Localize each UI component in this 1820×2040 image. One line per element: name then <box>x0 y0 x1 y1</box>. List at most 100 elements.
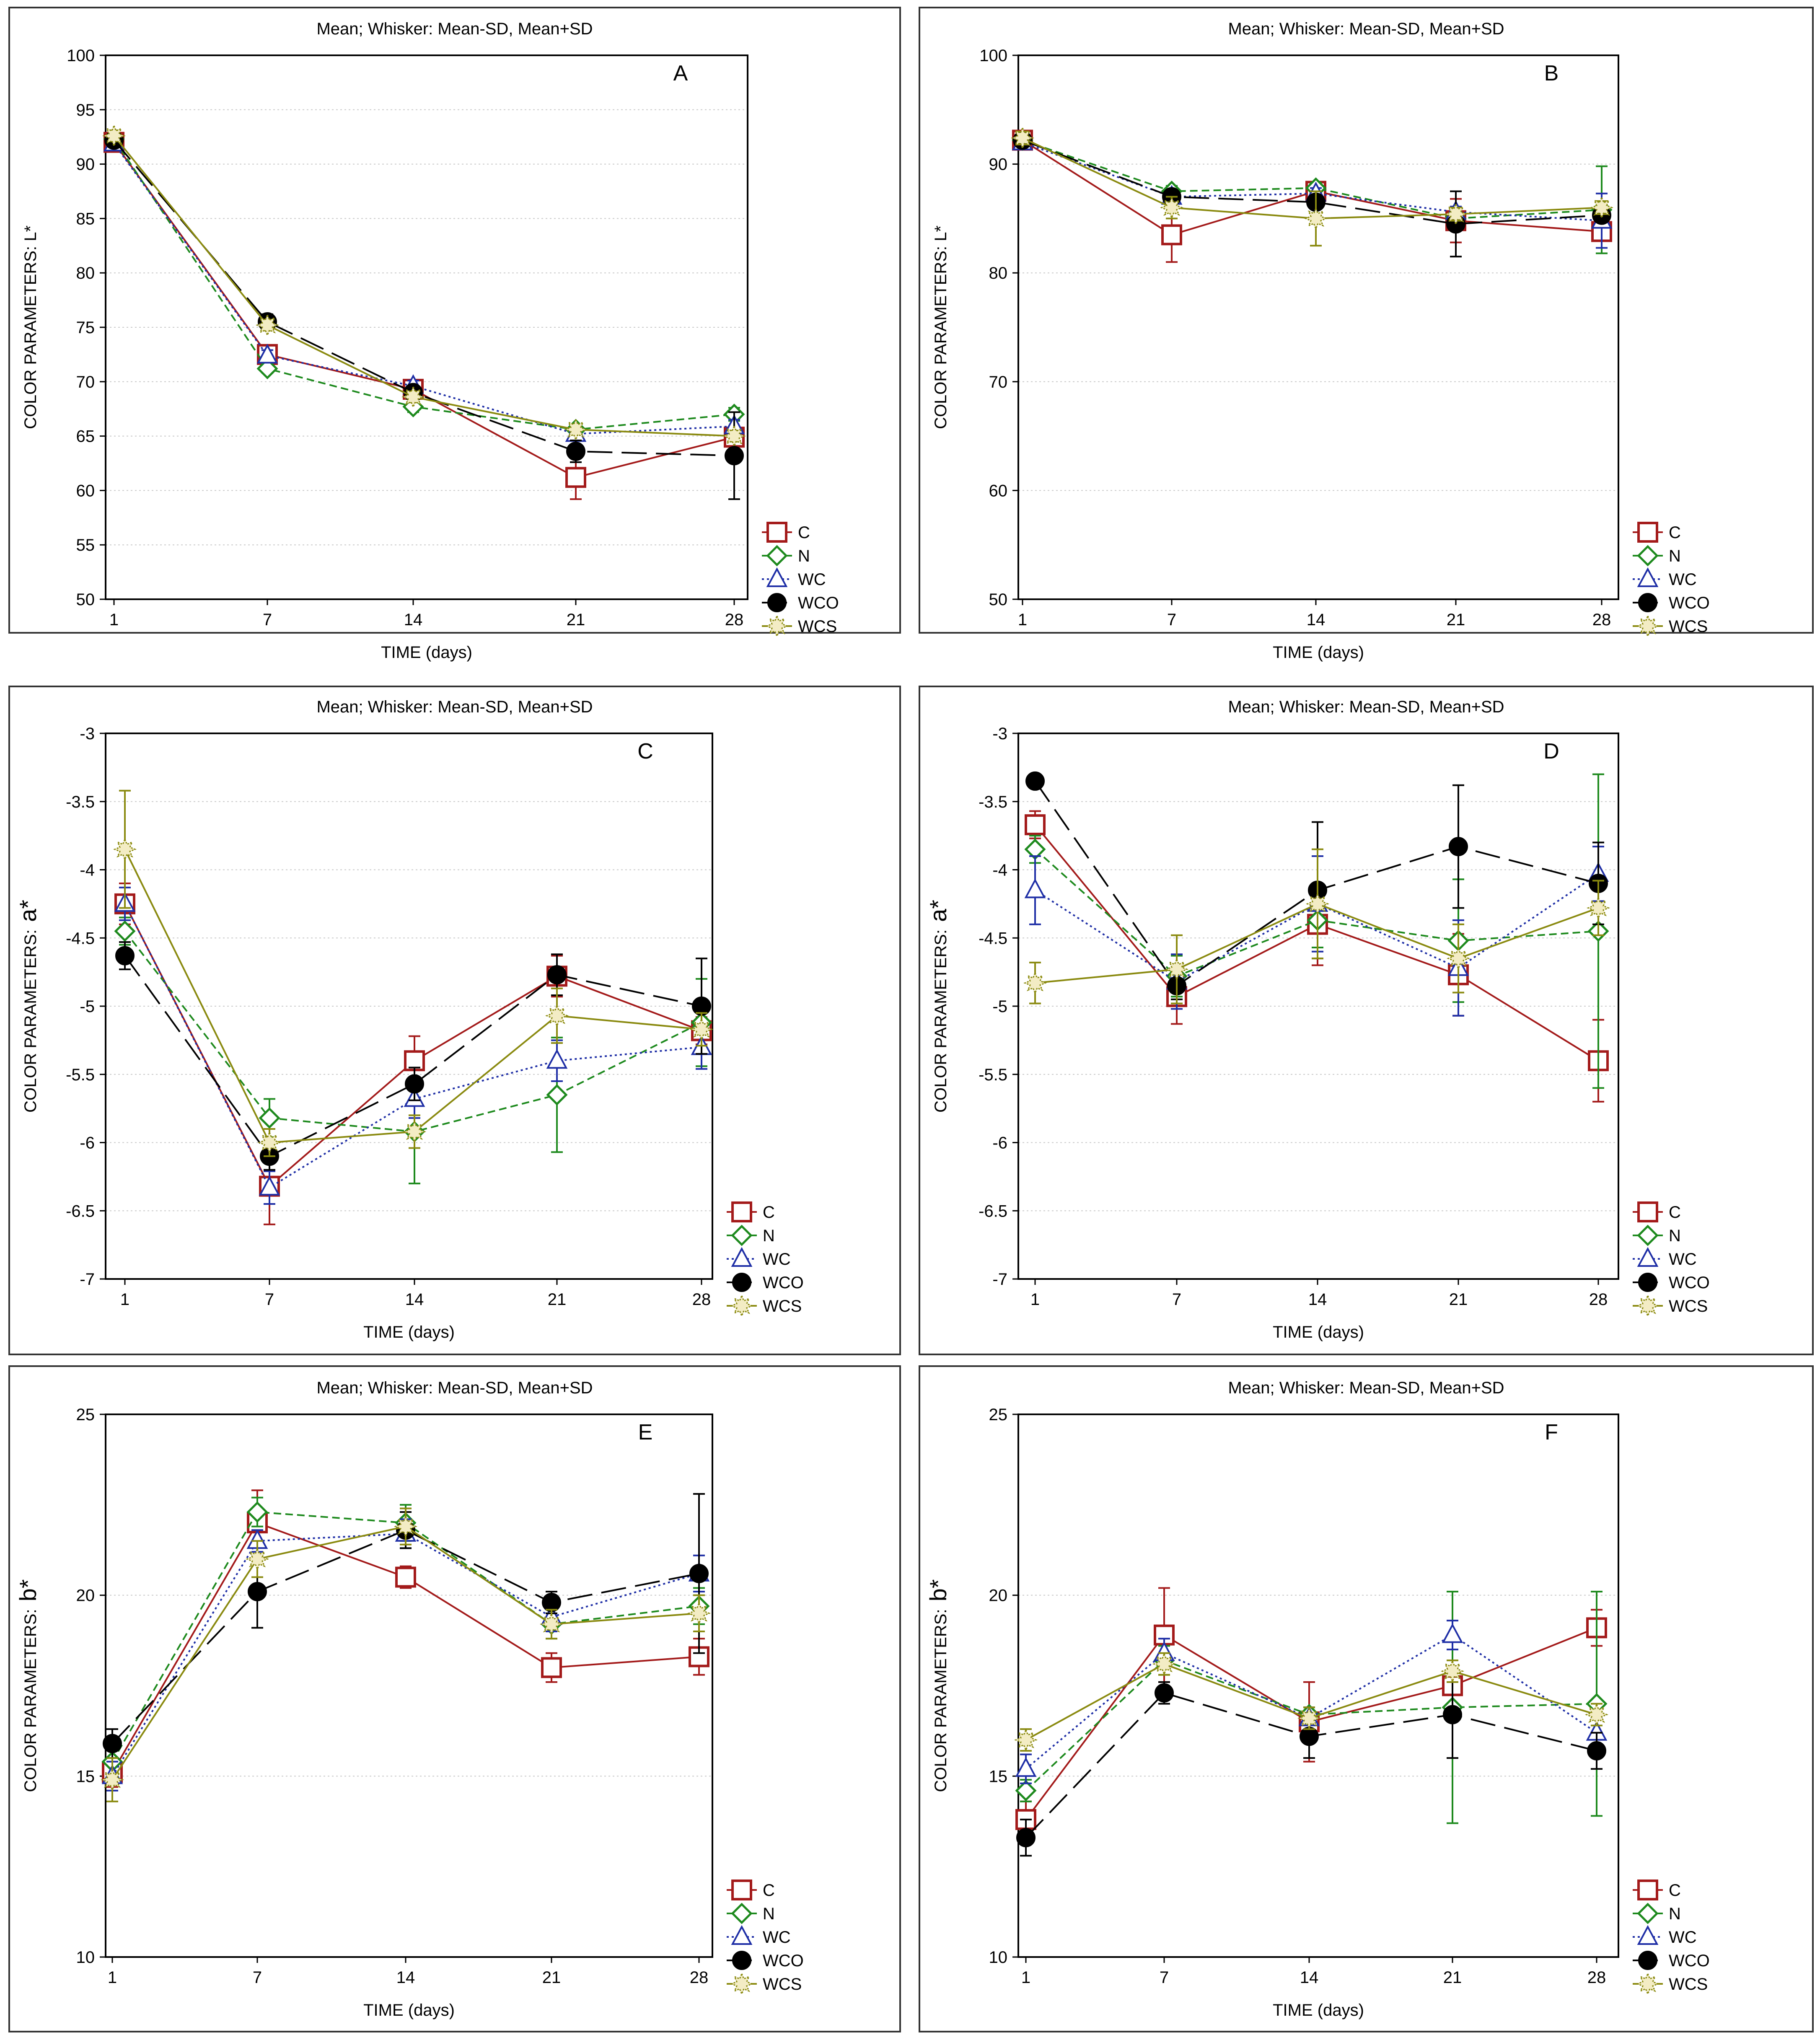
x-tick-label: 28 <box>690 1968 709 1987</box>
x-tick-label: 1 <box>1018 611 1027 629</box>
data-point <box>1025 814 1046 836</box>
plot-area <box>1017 733 1619 1280</box>
y-axis-label-text: COLOR PARAMETERS: <box>21 929 40 1113</box>
y-tick-label: -4.5 <box>66 929 95 948</box>
legend-marker <box>732 1951 751 1970</box>
plot-area <box>105 54 748 600</box>
x-tick-label: 28 <box>725 611 744 629</box>
data-point <box>1297 1706 1321 1730</box>
x-tick-label: 14 <box>404 611 423 629</box>
panel-letter: C <box>637 739 653 764</box>
data-point <box>1016 1828 1036 1848</box>
data-point <box>546 1084 568 1106</box>
legend-label: WC <box>798 570 826 589</box>
legend-label: WC <box>1669 1250 1697 1269</box>
series-wcs <box>1023 848 1610 1004</box>
y-tick-label: 50 <box>76 590 95 609</box>
y-tick-label: 15 <box>989 1767 1008 1786</box>
legend-marker <box>1638 1273 1657 1292</box>
chart-title: Mean; Whisker: Mean-SD, Mean+SD <box>316 698 593 716</box>
legend-marker <box>1637 1201 1658 1222</box>
legend: CN WC WCO WCS <box>1633 1879 1710 1996</box>
x-tick-label: 21 <box>1447 611 1465 629</box>
y-tick-label: 70 <box>76 373 95 391</box>
y-tick-label: 100 <box>979 47 1007 65</box>
y-tick-label: 60 <box>76 482 95 500</box>
legend-label: C <box>1669 1881 1681 1900</box>
plot-area <box>105 733 713 1280</box>
x-tick-label: 21 <box>1449 1290 1468 1309</box>
legend-marker <box>765 614 789 638</box>
chart-panel-a: Mean; Whisker: Mean-SD, Mean+SD A 50 55 60 65… <box>8 7 901 662</box>
legend-marker <box>766 545 788 567</box>
data-point <box>1154 1624 1175 1646</box>
series-wcs <box>1014 1652 1608 1752</box>
legend-label: C <box>763 1881 775 1900</box>
data-point <box>403 1120 426 1144</box>
panel-frame <box>8 1365 901 2032</box>
x-tick-label: 1 <box>120 1290 129 1309</box>
y-tick-label: 80 <box>76 264 95 282</box>
legend-label: C <box>1669 523 1681 542</box>
x-tick-label: 1 <box>1030 1290 1040 1309</box>
chart-title: Mean; Whisker: Mean-SD, Mean+SD <box>1228 698 1504 716</box>
data-point <box>1015 1757 1037 1777</box>
y-axis-label-text: COLOR PARAMETERS: L* <box>21 225 40 429</box>
legend-label: WCO <box>1669 1274 1710 1292</box>
data-point <box>259 1175 280 1196</box>
panel-letter: F <box>1545 1420 1558 1445</box>
data-point <box>1015 1780 1037 1802</box>
series-wcs <box>1011 126 1613 247</box>
data-point <box>1306 892 1329 916</box>
y-axis-label-variable: b* <box>925 1579 951 1601</box>
legend-marker <box>1637 1247 1659 1267</box>
legend-label: WCS <box>763 1297 802 1315</box>
legend-label: N <box>763 1905 775 1923</box>
y-tick-label: -4.5 <box>979 929 1007 948</box>
data-point <box>1304 207 1328 230</box>
data-point <box>690 1017 713 1041</box>
y-tick-label: 55 <box>76 536 95 554</box>
x-tick-label: 1 <box>1021 1968 1030 1987</box>
y-tick-label: 20 <box>989 1587 1008 1605</box>
data-point <box>1587 1741 1606 1760</box>
data-point <box>258 1131 281 1155</box>
legend-label: WC <box>763 1250 791 1269</box>
legend-label: N <box>763 1227 775 1245</box>
legend-label: WC <box>763 1928 791 1947</box>
y-tick-label: 20 <box>76 1587 95 1605</box>
legend: CN WC WCO WCS <box>727 1879 804 1996</box>
y-tick-label: -5.5 <box>979 1066 1007 1084</box>
y-tick-label: 25 <box>76 1406 95 1424</box>
data-point <box>259 1107 280 1129</box>
chart-title: Mean; Whisker: Mean-SD, Mean+SD <box>1228 1379 1504 1397</box>
plot-area <box>105 1414 713 1958</box>
series-wcs <box>113 790 713 1157</box>
legend-marker <box>1636 1972 1659 1996</box>
y-tick-label: 95 <box>76 101 95 119</box>
legend-marker <box>732 1273 751 1292</box>
y-axis-label-variable: b* <box>15 1579 41 1601</box>
data-point <box>1444 202 1468 226</box>
panel-letter: D <box>1543 739 1559 764</box>
y-tick-label: 75 <box>76 318 95 337</box>
y-tick-label: 10 <box>76 1948 95 1967</box>
x-tick-label: 7 <box>263 611 272 629</box>
legend-label: WC <box>1669 1928 1697 1947</box>
data-point <box>113 837 137 861</box>
y-tick-label: -3 <box>80 725 95 743</box>
x-tick-label: 14 <box>396 1968 415 1987</box>
y-tick-label: 80 <box>989 264 1008 282</box>
data-point <box>1585 1703 1608 1727</box>
chart-panel-b: Mean; Whisker: Mean-SD, Mean+SD B 50 60 70 80… <box>919 7 1814 662</box>
data-point <box>725 446 744 466</box>
x-tick-label: 21 <box>548 1290 567 1309</box>
legend-label: C <box>798 523 810 542</box>
legend-label: C <box>763 1203 775 1222</box>
legend: CN WC WCO WCS <box>762 522 839 638</box>
y-axis-label-text: COLOR PARAMETERS: <box>932 1609 950 1792</box>
x-tick-label: 7 <box>1172 1290 1181 1309</box>
x-tick-label: 14 <box>1308 1290 1327 1309</box>
y-tick-label: 65 <box>76 427 95 446</box>
y-tick-label: -3 <box>992 725 1007 743</box>
